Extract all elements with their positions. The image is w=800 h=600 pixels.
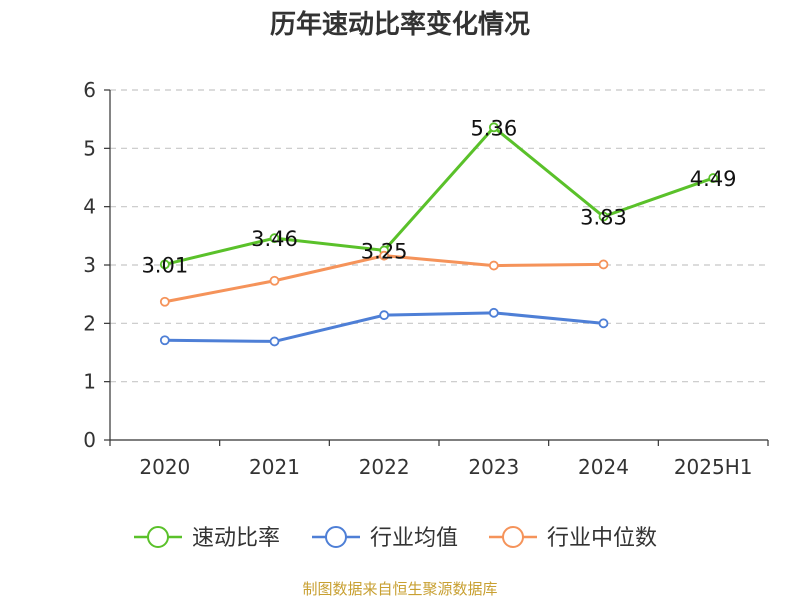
data-point	[598, 318, 609, 329]
data-label: 3.25	[361, 239, 408, 263]
data-point	[379, 250, 390, 261]
chart-title: 历年速动比率变化情况	[269, 10, 530, 40]
legend-label: 速动比率	[192, 526, 280, 551]
data-label: 3.83	[580, 206, 627, 230]
data-point	[488, 122, 499, 133]
y-tick-label: 1	[83, 370, 96, 394]
legend-marker-icon	[147, 526, 169, 548]
y-tick-label: 2	[83, 311, 96, 335]
y-tick-label: 4	[83, 195, 96, 219]
legend-marker-icon	[325, 526, 347, 548]
data-label: 4.49	[690, 167, 737, 191]
data-point	[488, 307, 499, 318]
data-point	[488, 260, 499, 271]
data-point	[708, 173, 719, 183]
x-tick-label: 2020	[139, 455, 190, 479]
legend-label: 行业均值	[370, 526, 458, 551]
data-point	[269, 233, 280, 244]
data-point	[598, 259, 609, 270]
data-label: 3.01	[141, 253, 188, 277]
data-point	[159, 335, 170, 346]
data-point	[269, 275, 280, 286]
x-tick-label: 2024	[578, 455, 629, 479]
x-tick-label: 2022	[359, 455, 410, 479]
series-line-1	[164, 125, 714, 266]
y-tick-label: 6	[83, 78, 96, 102]
data-point	[159, 259, 170, 270]
data-label: 3.46	[251, 227, 298, 251]
data-point	[598, 211, 609, 222]
data-source-note: 制图数据来自恒生聚源数据库	[302, 580, 498, 598]
data-point	[379, 310, 390, 321]
x-tick-label: 2021	[249, 455, 300, 479]
legend-label: 行业中位数	[547, 526, 657, 551]
y-tick-label: 0	[83, 428, 96, 452]
data-point	[269, 336, 280, 347]
data-point	[159, 296, 170, 307]
y-tick-label: 5	[83, 136, 96, 160]
y-tick-label: 3	[83, 253, 96, 277]
legend-marker-icon	[502, 526, 524, 548]
x-tick-label: 2023	[468, 455, 519, 479]
x-tick-label: 2025H1	[674, 455, 753, 479]
data-label: 5.36	[470, 116, 517, 140]
